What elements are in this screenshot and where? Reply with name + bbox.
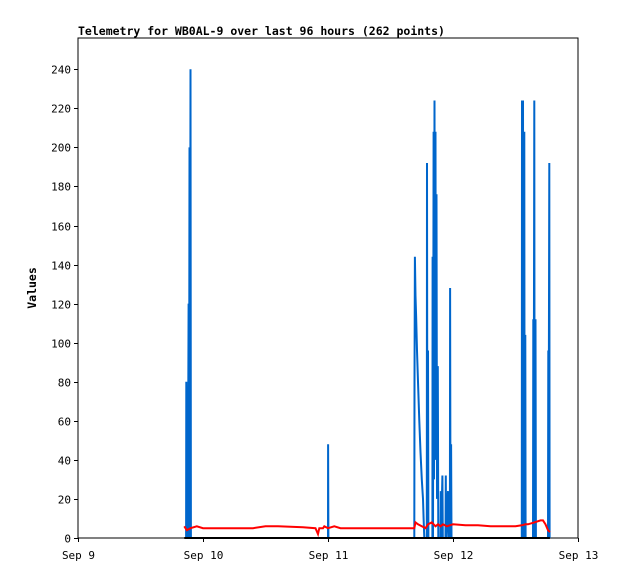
series-line-2 (183, 519, 551, 538)
y-tick-label: 60 (58, 416, 71, 429)
y-tick-label: 180 (51, 181, 71, 194)
y-tick-label: 20 (58, 494, 71, 507)
y-tick-label: 120 (51, 299, 71, 312)
x-tick-label: Sep 13 (559, 549, 599, 562)
y-tick-label: 220 (51, 103, 71, 116)
y-tick-label: 240 (51, 64, 71, 77)
y-tick-label: 200 (51, 142, 71, 155)
x-tick-label: Sep 12 (434, 549, 474, 562)
x-tick-label: Sep 9 (62, 549, 95, 562)
y-axis-ticks: 0 20 40 60 80 100 120 140 160 180 200 220 240 (51, 64, 78, 546)
series-layer (183, 69, 551, 539)
x-tick-label: Sep 11 (309, 549, 349, 562)
y-tick-label: 100 (51, 338, 71, 351)
series-line-1 (185, 69, 551, 539)
y-tick-label: 40 (58, 455, 71, 468)
y-axis-label: Values (25, 267, 39, 309)
y-tick-label: 140 (51, 260, 71, 273)
y-tick-label: 160 (51, 221, 71, 234)
y-tick-label: 0 (64, 533, 71, 546)
x-tick-label: Sep 10 (184, 549, 224, 562)
chart-title: Telemetry for WB0AL-9 over last 96 hours… (78, 24, 445, 38)
x-axis-ticks: Sep 9 Sep 10 Sep 11 Sep 12 Sep 13 (62, 538, 598, 562)
y-tick-label: 80 (58, 377, 71, 390)
